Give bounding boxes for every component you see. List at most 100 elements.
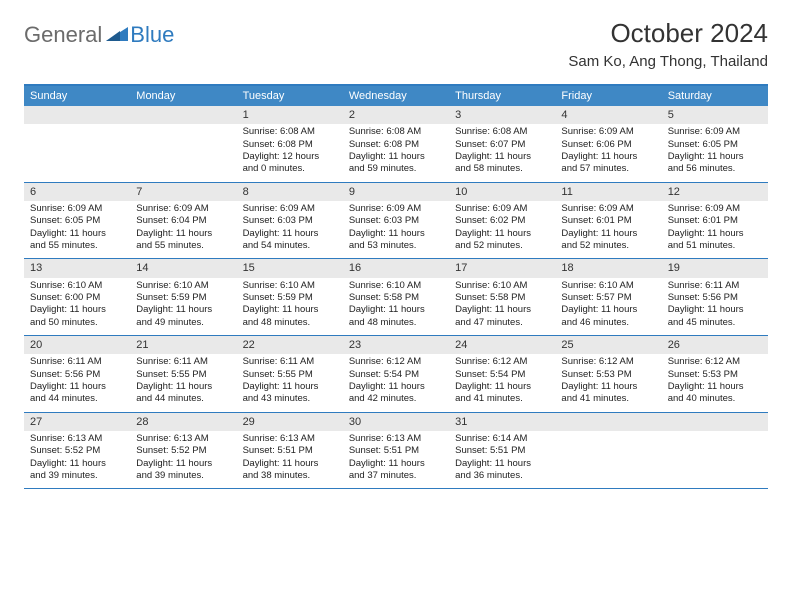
daylight-text: Daylight: 11 hours and 55 minutes. xyxy=(30,228,124,253)
day-number: 27 xyxy=(24,413,130,431)
sunset-text: Sunset: 6:00 PM xyxy=(30,292,124,304)
daylight-text: Daylight: 11 hours and 38 minutes. xyxy=(243,458,337,483)
calendar-day: 31Sunrise: 6:14 AMSunset: 5:51 PMDayligh… xyxy=(449,413,555,489)
sunrise-text: Sunrise: 6:08 AM xyxy=(455,126,549,138)
calendar-day: 26Sunrise: 6:12 AMSunset: 5:53 PMDayligh… xyxy=(662,336,768,412)
sunrise-text: Sunrise: 6:10 AM xyxy=(136,280,230,292)
daylight-text: Daylight: 11 hours and 56 minutes. xyxy=(668,151,762,176)
sunrise-text: Sunrise: 6:12 AM xyxy=(455,356,549,368)
calendar-day: 19Sunrise: 6:11 AMSunset: 5:56 PMDayligh… xyxy=(662,259,768,335)
sunset-text: Sunset: 5:51 PM xyxy=(243,445,337,457)
sunrise-text: Sunrise: 6:13 AM xyxy=(30,433,124,445)
calendar-day: 12Sunrise: 6:09 AMSunset: 6:01 PMDayligh… xyxy=(662,183,768,259)
day-body: Sunrise: 6:13 AMSunset: 5:52 PMDaylight:… xyxy=(24,431,130,488)
day-number: 5 xyxy=(662,106,768,124)
day-number xyxy=(555,413,661,431)
calendar-day: 29Sunrise: 6:13 AMSunset: 5:51 PMDayligh… xyxy=(237,413,343,489)
day-body: Sunrise: 6:09 AMSunset: 6:02 PMDaylight:… xyxy=(449,201,555,258)
day-number: 7 xyxy=(130,183,236,201)
sunset-text: Sunset: 5:59 PM xyxy=(243,292,337,304)
weekday-header: Tuesday xyxy=(237,86,343,106)
page-title: October 2024 xyxy=(568,18,768,49)
calendar-day: 17Sunrise: 6:10 AMSunset: 5:58 PMDayligh… xyxy=(449,259,555,335)
daylight-text: Daylight: 11 hours and 52 minutes. xyxy=(455,228,549,253)
sunset-text: Sunset: 5:54 PM xyxy=(349,369,443,381)
sunrise-text: Sunrise: 6:12 AM xyxy=(349,356,443,368)
sunset-text: Sunset: 6:02 PM xyxy=(455,215,549,227)
day-number: 30 xyxy=(343,413,449,431)
sunrise-text: Sunrise: 6:09 AM xyxy=(136,203,230,215)
daylight-text: Daylight: 11 hours and 53 minutes. xyxy=(349,228,443,253)
sunset-text: Sunset: 6:01 PM xyxy=(561,215,655,227)
day-body xyxy=(24,124,130,132)
day-body: Sunrise: 6:09 AMSunset: 6:03 PMDaylight:… xyxy=(343,201,449,258)
sunrise-text: Sunrise: 6:11 AM xyxy=(136,356,230,368)
day-number: 6 xyxy=(24,183,130,201)
day-number: 31 xyxy=(449,413,555,431)
sunrise-text: Sunrise: 6:11 AM xyxy=(668,280,762,292)
calendar-day: 30Sunrise: 6:13 AMSunset: 5:51 PMDayligh… xyxy=(343,413,449,489)
sunrise-text: Sunrise: 6:13 AM xyxy=(136,433,230,445)
calendar-day: 2Sunrise: 6:08 AMSunset: 6:08 PMDaylight… xyxy=(343,106,449,182)
day-number xyxy=(130,106,236,124)
sunset-text: Sunset: 5:59 PM xyxy=(136,292,230,304)
daylight-text: Daylight: 11 hours and 39 minutes. xyxy=(30,458,124,483)
daylight-text: Daylight: 11 hours and 37 minutes. xyxy=(349,458,443,483)
calendar-day: 16Sunrise: 6:10 AMSunset: 5:58 PMDayligh… xyxy=(343,259,449,335)
sunrise-text: Sunrise: 6:14 AM xyxy=(455,433,549,445)
day-body: Sunrise: 6:09 AMSunset: 6:05 PMDaylight:… xyxy=(24,201,130,258)
calendar-day: 20Sunrise: 6:11 AMSunset: 5:56 PMDayligh… xyxy=(24,336,130,412)
daylight-text: Daylight: 11 hours and 54 minutes. xyxy=(243,228,337,253)
calendar-day: 21Sunrise: 6:11 AMSunset: 5:55 PMDayligh… xyxy=(130,336,236,412)
day-body: Sunrise: 6:13 AMSunset: 5:51 PMDaylight:… xyxy=(343,431,449,488)
calendar-day: 4Sunrise: 6:09 AMSunset: 6:06 PMDaylight… xyxy=(555,106,661,182)
daylight-text: Daylight: 11 hours and 48 minutes. xyxy=(243,304,337,329)
weekday-header-row: SundayMondayTuesdayWednesdayThursdayFrid… xyxy=(24,86,768,106)
sunset-text: Sunset: 5:53 PM xyxy=(668,369,762,381)
sunrise-text: Sunrise: 6:09 AM xyxy=(668,126,762,138)
sunrise-text: Sunrise: 6:11 AM xyxy=(30,356,124,368)
weekday-header: Monday xyxy=(130,86,236,106)
weekday-header: Sunday xyxy=(24,86,130,106)
daylight-text: Daylight: 11 hours and 43 minutes. xyxy=(243,381,337,406)
sunset-text: Sunset: 5:52 PM xyxy=(30,445,124,457)
calendar-body: 1Sunrise: 6:08 AMSunset: 6:08 PMDaylight… xyxy=(24,106,768,489)
day-body: Sunrise: 6:14 AMSunset: 5:51 PMDaylight:… xyxy=(449,431,555,488)
daylight-text: Daylight: 11 hours and 41 minutes. xyxy=(561,381,655,406)
day-body: Sunrise: 6:13 AMSunset: 5:52 PMDaylight:… xyxy=(130,431,236,488)
day-body: Sunrise: 6:11 AMSunset: 5:56 PMDaylight:… xyxy=(662,278,768,335)
day-number: 24 xyxy=(449,336,555,354)
calendar-day: 25Sunrise: 6:12 AMSunset: 5:53 PMDayligh… xyxy=(555,336,661,412)
day-number: 16 xyxy=(343,259,449,277)
day-number: 12 xyxy=(662,183,768,201)
daylight-text: Daylight: 12 hours and 0 minutes. xyxy=(243,151,337,176)
daylight-text: Daylight: 11 hours and 41 minutes. xyxy=(455,381,549,406)
weekday-header: Friday xyxy=(555,86,661,106)
day-number: 11 xyxy=(555,183,661,201)
calendar-day: 23Sunrise: 6:12 AMSunset: 5:54 PMDayligh… xyxy=(343,336,449,412)
daylight-text: Daylight: 11 hours and 39 minutes. xyxy=(136,458,230,483)
sunrise-text: Sunrise: 6:13 AM xyxy=(349,433,443,445)
day-number: 29 xyxy=(237,413,343,431)
calendar-day xyxy=(662,413,768,489)
daylight-text: Daylight: 11 hours and 59 minutes. xyxy=(349,151,443,176)
day-body: Sunrise: 6:10 AMSunset: 5:59 PMDaylight:… xyxy=(237,278,343,335)
sunset-text: Sunset: 6:04 PM xyxy=(136,215,230,227)
day-number: 13 xyxy=(24,259,130,277)
calendar-day: 15Sunrise: 6:10 AMSunset: 5:59 PMDayligh… xyxy=(237,259,343,335)
day-body: Sunrise: 6:08 AMSunset: 6:08 PMDaylight:… xyxy=(343,124,449,181)
weekday-header: Wednesday xyxy=(343,86,449,106)
day-number: 22 xyxy=(237,336,343,354)
sunrise-text: Sunrise: 6:08 AM xyxy=(243,126,337,138)
calendar-day: 5 Sunrise: 6:09 AMSunset: 6:05 PMDaylight… xyxy=(662,106,768,182)
calendar: SundayMondayTuesdayWednesdayThursdayFrid… xyxy=(24,84,768,489)
day-body: Sunrise: 6:09 AMSunset: 6:03 PMDaylight:… xyxy=(237,201,343,258)
sunrise-text: Sunrise: 6:12 AM xyxy=(561,356,655,368)
calendar-day: 13Sunrise: 6:10 AMSunset: 6:00 PMDayligh… xyxy=(24,259,130,335)
daylight-text: Daylight: 11 hours and 47 minutes. xyxy=(455,304,549,329)
day-number: 3 xyxy=(449,106,555,124)
calendar-day xyxy=(130,106,236,182)
calendar-day: 1Sunrise: 6:08 AMSunset: 6:08 PMDaylight… xyxy=(237,106,343,182)
sunset-text: Sunset: 6:05 PM xyxy=(668,139,762,151)
daylight-text: Daylight: 11 hours and 55 minutes. xyxy=(136,228,230,253)
